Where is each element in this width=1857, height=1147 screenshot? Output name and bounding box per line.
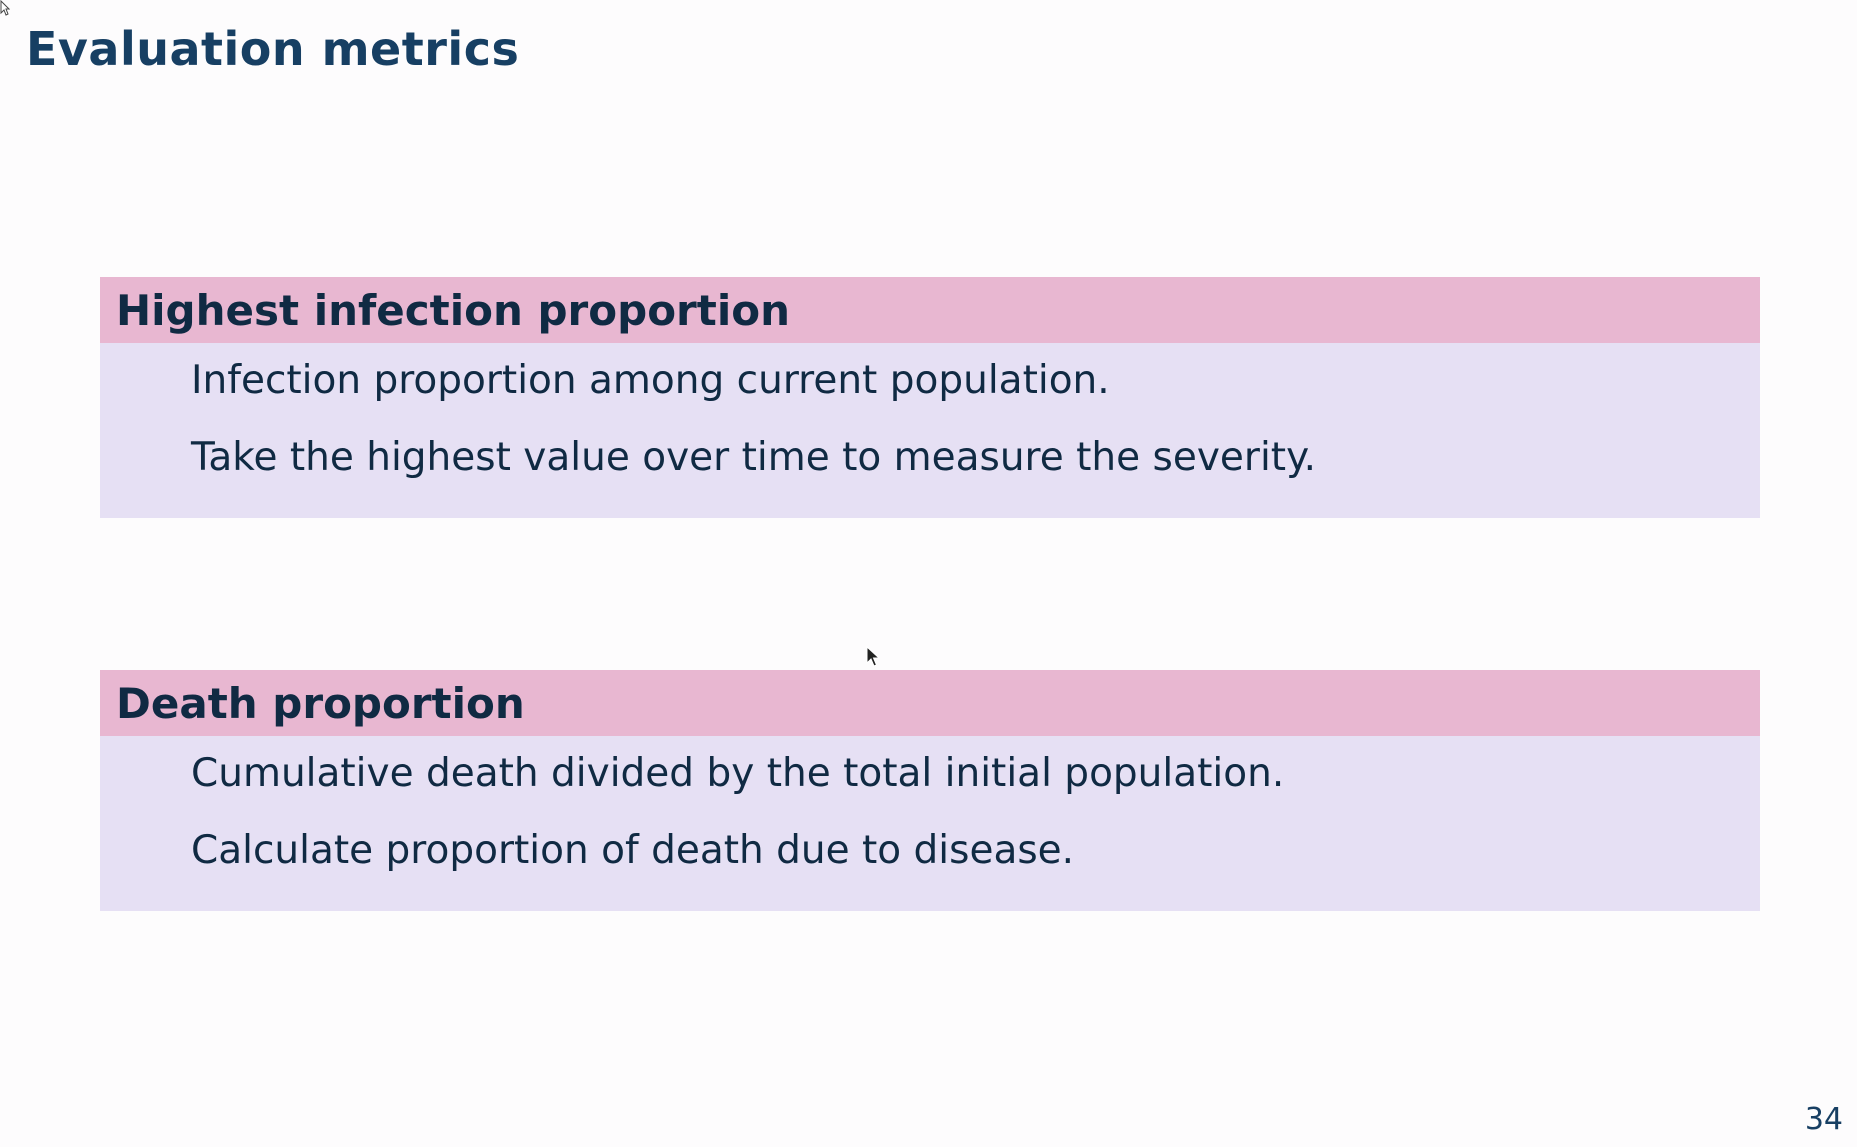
block-text-line: Cumulative death divided by the total in… [191,751,1285,796]
block-text-line: Calculate proportion of death due to dis… [191,828,1075,873]
block-text-line: Take the highest value over time to meas… [191,435,1316,480]
metric-block-death: Death proportion Cumulative death divide… [100,670,1760,911]
slide-title: Evaluation metrics [26,22,520,76]
metric-block-infection: Highest infection proportion Infection p… [100,277,1760,518]
block-text-line: Infection proportion among current popul… [191,358,1110,403]
block-body: Cumulative death divided by the total in… [100,736,1760,911]
block-body: Infection proportion among current popul… [100,343,1760,518]
page-number: 34 [1804,1102,1843,1137]
mouse-pointer-icon [866,646,880,667]
block-header: Death proportion [100,670,1760,736]
mouse-pointer-icon [0,0,10,16]
block-header: Highest infection proportion [100,277,1760,343]
